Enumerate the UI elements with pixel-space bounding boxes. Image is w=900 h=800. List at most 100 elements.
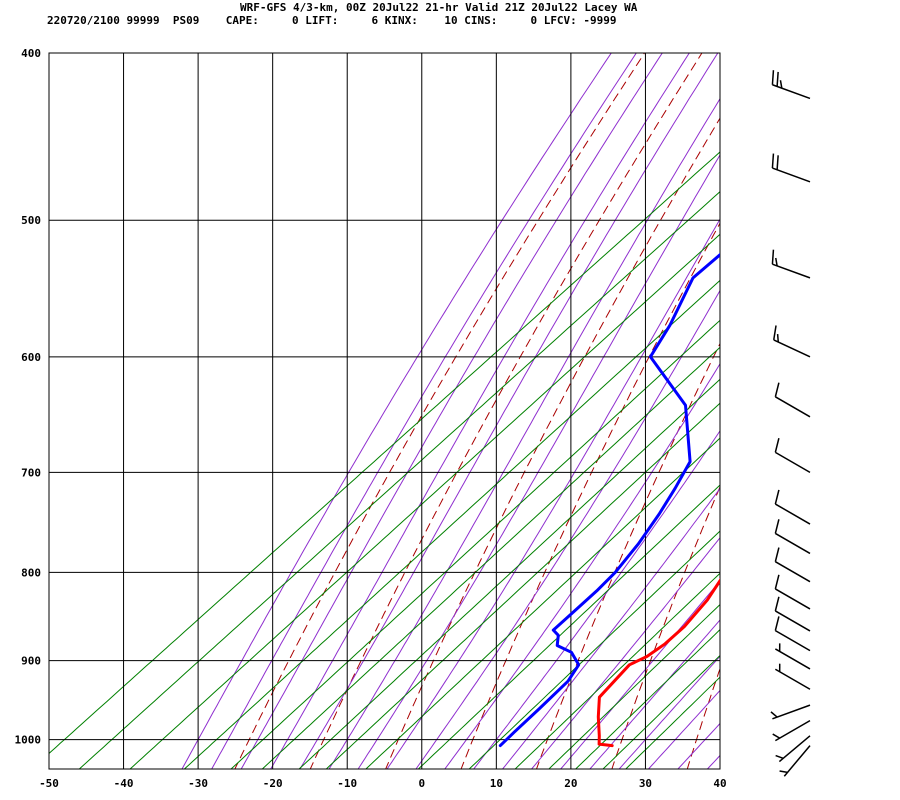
wind-barb	[774, 574, 811, 610]
dry-adiabat	[309, 53, 703, 769]
temperature-tick-label: -30	[188, 777, 208, 790]
wind-barb	[774, 596, 811, 632]
temperature-tick-label: -40	[114, 777, 134, 790]
dry-adiabat	[686, 667, 720, 769]
mixing-ratio-line	[298, 378, 720, 769]
barb-staff	[774, 648, 811, 670]
temperature-tick-label: 40	[713, 777, 726, 790]
barb-feather	[771, 153, 775, 169]
barb-staff	[774, 396, 811, 418]
mixing-ratio-line	[49, 151, 720, 755]
barb-staff	[774, 503, 811, 525]
moist-adiabat	[181, 53, 612, 769]
dry-adiabat	[535, 342, 720, 769]
barb-staff	[774, 561, 811, 583]
mixing-ratio-line	[183, 279, 720, 769]
wind-barb	[775, 735, 811, 763]
moist-adiabat	[357, 153, 720, 769]
barb-staff	[774, 588, 811, 610]
wind-barb	[774, 663, 811, 690]
mixing-ratio-line	[468, 530, 720, 769]
pressure-tick-label: 700	[21, 466, 41, 479]
pressure-tick-label: 800	[21, 566, 41, 579]
wind-barb	[772, 719, 811, 742]
barb-feather	[771, 249, 775, 265]
pressure-tick-label: 900	[21, 655, 41, 668]
temperature-profile	[596, 578, 720, 748]
dry-adiabat	[835, 24, 900, 783]
mixing-ratio-line	[325, 402, 720, 769]
dry-adiabat	[611, 485, 720, 769]
barb-staff	[783, 745, 811, 777]
wind-barb	[774, 489, 811, 525]
wind-barb	[771, 249, 811, 279]
moist-adiabat	[530, 536, 720, 769]
profile-series	[498, 252, 720, 748]
axis-ticks: 400 500 600 700 800 900 1000 -50 -40 -30 -20 -10 0 10…	[15, 47, 727, 790]
barb-staff	[772, 84, 811, 100]
moist-adiabat	[240, 53, 663, 769]
barb-staff	[772, 263, 811, 279]
moist-adiabat	[677, 722, 720, 769]
dry-adiabat	[234, 53, 646, 769]
barb-half-feather	[779, 80, 783, 89]
pressure-tick-label: 500	[21, 214, 41, 227]
barb-feather	[774, 438, 780, 453]
barb-feather	[774, 489, 780, 505]
barb-half-feather	[776, 333, 780, 343]
wind-barb	[774, 519, 811, 555]
moist-adiabat	[706, 754, 720, 769]
background-lines	[49, 24, 900, 783]
temperature-tick-label: 0	[418, 777, 425, 790]
moist-adiabat	[328, 97, 720, 769]
barb-half-feather	[775, 754, 784, 760]
barb-half-feather	[779, 770, 788, 774]
wind-barb	[779, 745, 811, 777]
barb-feather	[776, 71, 779, 87]
moist-adiabat	[647, 689, 720, 769]
moist-adiabat	[501, 487, 720, 769]
wind-barb	[774, 382, 811, 418]
barb-staff	[773, 339, 811, 358]
mixing-ratio-line	[602, 654, 720, 769]
wind-barb	[774, 616, 811, 652]
wind-barb	[774, 438, 811, 473]
barb-staff	[774, 668, 811, 690]
mixing-ratio-line	[625, 676, 720, 769]
mixing-ratio-line	[261, 346, 720, 769]
moist-adiabat	[618, 655, 720, 769]
chart-title: WRF-GFS 4/3-km, 00Z 20Jul22 21-hr Valid …	[240, 1, 638, 14]
mixing-ratio-line	[574, 628, 720, 769]
barb-feather	[774, 519, 780, 534]
moist-adiabat	[415, 289, 720, 769]
barb-feather	[776, 155, 779, 170]
mixing-ratio-line	[548, 603, 720, 769]
moist-adiabat	[270, 53, 690, 769]
mixing-ratio-line	[417, 484, 720, 769]
barb-staff	[774, 719, 811, 742]
barb-feather	[774, 596, 780, 612]
temperature-tick-label: 30	[639, 777, 652, 790]
moist-adiabat	[386, 218, 720, 769]
moist-adiabat	[560, 580, 720, 769]
dry-adiabat	[460, 222, 720, 769]
barb-staff	[774, 532, 811, 555]
wind-barb	[770, 704, 811, 720]
barb-staff	[774, 451, 811, 473]
barb-staff	[774, 629, 811, 652]
wind-barb	[773, 325, 811, 358]
mixing-ratio-line	[365, 437, 720, 769]
wind-barbs	[770, 70, 811, 777]
barb-feather	[773, 325, 777, 341]
mixing-ratio-line	[78, 190, 720, 769]
barb-staff	[778, 735, 811, 763]
barb-half-feather	[772, 733, 781, 739]
pressure-tick-label: 600	[21, 351, 41, 364]
wind-barb	[774, 643, 811, 670]
barb-feather	[774, 547, 780, 562]
mixing-ratio-line	[129, 233, 720, 769]
barb-staff	[772, 704, 811, 720]
wind-barb	[774, 547, 811, 583]
temperature-tick-label: -50	[39, 777, 59, 790]
